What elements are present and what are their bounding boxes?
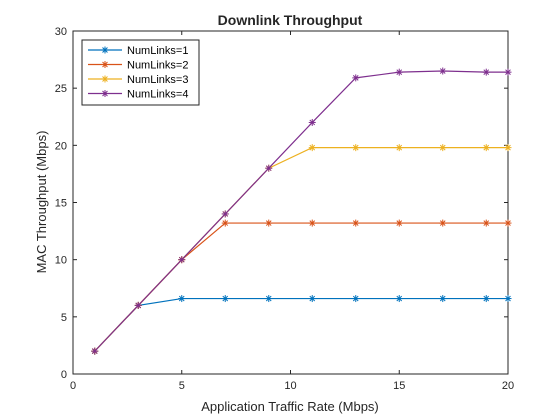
data-point [439,67,447,75]
data-point [352,295,360,303]
data-point [308,118,316,126]
data-point [221,219,229,227]
legend-entry: NumLinks=3 [88,74,188,86]
legend-marker [101,75,109,83]
y-tick-label: 30 [55,26,67,38]
data-point [221,295,229,303]
data-point [504,219,512,227]
series-layer [91,67,512,355]
data-point [352,144,360,152]
legend: NumLinks=1 NumLinks=2 NumLinks=3 NumLinks=4 [81,39,200,106]
legend-marker [101,90,109,97]
data-point [504,144,512,152]
legend-entry: NumLinks=1 [88,45,188,57]
data-point [395,295,403,303]
y-tick-label: 20 [55,140,67,152]
data-point [482,144,490,152]
series-4 [91,67,512,355]
data-point [395,219,403,227]
legend-label: NumLinks=4 [127,89,188,101]
y-axis-label: MAC Throughput (Mbps) [34,131,49,274]
chart-title: Downlink Throughput [218,12,363,28]
legend-entry: NumLinks=4 [88,89,188,101]
y-tick-label: 10 [55,255,67,267]
data-point [308,219,316,227]
data-point [308,144,316,152]
x-tick-label: 10 [284,380,296,392]
data-point [439,295,447,303]
data-point [265,295,273,303]
y-tick-label: 0 [61,369,67,381]
x-tick-label: 15 [393,380,405,392]
data-point [439,144,447,152]
x-tick-label: 20 [502,380,514,392]
y-tick-label: 5 [61,312,67,324]
legend-label: NumLinks=2 [127,60,188,72]
data-point [352,74,360,82]
data-point [395,144,403,152]
y-tick-label: 25 [55,83,67,95]
data-point [439,219,447,227]
data-point [504,295,512,303]
data-point [395,68,403,76]
data-point [265,164,273,172]
data-point [178,256,186,264]
data-point [482,68,490,76]
legend-label: NumLinks=3 [127,74,188,86]
data-point [482,219,490,227]
x-axis-label: Application Traffic Rate (Mbps) [201,399,379,414]
x-tick-label: 5 [179,380,185,392]
data-point [482,295,490,303]
legend-label: NumLinks=1 [127,45,188,57]
legend-marker [101,61,109,68]
legend-marker [101,46,109,54]
axis-ticks: 0 5 10 15 20 0 5 10 15 20 25 30 [55,26,514,392]
data-point [352,219,360,227]
x-tick-label: 0 [70,380,76,392]
data-point [504,68,512,76]
data-point [308,295,316,303]
legend-entry: NumLinks=2 [88,60,188,72]
legend-box [81,39,200,106]
data-point [134,301,142,309]
data-point [91,347,99,355]
data-point [178,295,186,303]
data-point [221,210,229,218]
y-tick-label: 15 [55,198,67,210]
data-point [265,219,273,227]
